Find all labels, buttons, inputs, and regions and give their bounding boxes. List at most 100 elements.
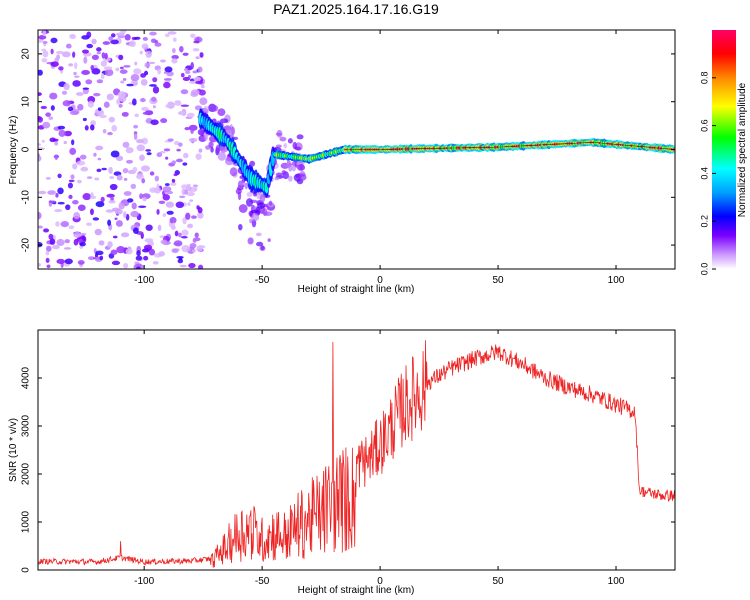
heatmap-cell (149, 171, 155, 176)
heatmap-cell (115, 155, 124, 162)
heatmap-cell (119, 69, 128, 74)
heatmap-cell (72, 163, 78, 170)
snr-y-label: SNR (10 * v/v) (8, 418, 19, 482)
heatmap-cell (186, 183, 191, 187)
heatmap-cell (123, 177, 128, 181)
heatmap-cell (100, 60, 107, 67)
heatmap-cell (74, 62, 78, 70)
snr-y-ticks: 0 1000 2000 3000 4000 (21, 366, 675, 573)
heatmap-cell (86, 31, 92, 38)
heatmap-cell (118, 104, 123, 108)
spectrogram-y-ticks: -20 -10 0 10 20 (21, 48, 675, 252)
heatmap-cell (121, 111, 129, 117)
heatmap-cell (79, 242, 86, 247)
y-tick-label: 4000 (21, 366, 32, 389)
heatmap-cell (57, 201, 65, 205)
heatmap-cell (143, 255, 149, 261)
heatmap-cell (55, 221, 60, 227)
heatmap-cell (55, 50, 65, 55)
heatmap-cell (133, 124, 139, 129)
heatmap-cell (107, 131, 113, 136)
x-tick-label: 100 (608, 576, 625, 587)
heatmap-cell (165, 156, 169, 160)
heatmap-cell (186, 112, 195, 118)
heatmap-cell (136, 144, 145, 152)
heatmap-cell (133, 132, 138, 141)
heatmap-cell (73, 231, 82, 238)
heatmap-cell (171, 178, 176, 183)
heatmap-cell (178, 257, 183, 261)
heatmap-cell (160, 59, 166, 63)
heatmap-cell (156, 152, 163, 158)
heatmap-cell (141, 137, 149, 145)
heatmap-cell (93, 152, 97, 157)
snr-series-line (38, 340, 675, 568)
heatmap-cell (122, 167, 129, 174)
heatmap-cell (49, 238, 56, 245)
heatmap-cell (195, 153, 202, 160)
heatmap-cell (127, 198, 134, 203)
heatmap-cell (158, 200, 166, 204)
heatmap-cell (85, 79, 93, 85)
heatmap-cell (259, 193, 266, 203)
heatmap-cell (199, 97, 208, 106)
heatmap-cell (288, 164, 293, 172)
heatmap-cell (100, 73, 105, 80)
heatmap-cell (93, 92, 101, 97)
spectrogram-x-label: Height of straight line (km) (298, 284, 415, 295)
heatmap-cell (250, 209, 260, 214)
heatmap-cell (192, 184, 198, 188)
heatmap-cell (42, 30, 47, 37)
heatmap-cell (179, 195, 186, 199)
heatmap-cell (123, 191, 132, 196)
heatmap-cell (163, 78, 172, 81)
heatmap-cell (80, 233, 87, 236)
heatmap-cell (173, 173, 178, 177)
heatmap-cell (237, 181, 246, 186)
heatmap-cell (164, 183, 170, 186)
heatmap-cell (179, 45, 184, 53)
y-tick-label: 1000 (21, 510, 32, 533)
heatmap-cell (189, 199, 194, 202)
heatmap-cell (58, 66, 64, 71)
heatmap-cell (108, 166, 113, 174)
heatmap-cell (82, 87, 90, 90)
heatmap-cell (173, 240, 183, 247)
heatmap-cell (180, 235, 188, 239)
heatmap-cell (61, 51, 71, 58)
heatmap-cell (195, 56, 200, 60)
heatmap-cell (97, 109, 105, 117)
heatmap-cell (71, 139, 75, 146)
heatmap-cell (135, 255, 143, 261)
heatmap-cell (162, 213, 167, 217)
heatmap-cell (45, 257, 50, 263)
heatmap-cell (97, 107, 102, 111)
heatmap-cell (81, 49, 90, 54)
heatmap-cell (46, 245, 52, 252)
heatmap-cell (122, 141, 130, 148)
snr-panel: -100 -50 0 50 100 0 1000 2000 3000 4000 Height o… (8, 329, 676, 596)
heatmap-cell (154, 42, 162, 47)
heatmap-cell (65, 204, 71, 211)
heatmap-cell (118, 202, 125, 210)
heatmap-cell (90, 192, 94, 198)
heatmap-cell (67, 182, 73, 189)
heatmap-cell (109, 176, 115, 180)
heatmap-cell (134, 261, 140, 265)
heatmap-cell (72, 51, 76, 58)
heatmap-cell (246, 192, 253, 197)
colorbar-tick-label: 0.6 (699, 119, 709, 132)
y-tick-label: 3000 (21, 414, 32, 437)
heatmap-cell (41, 139, 45, 143)
heatmap-cell (85, 222, 93, 227)
heatmap-cell (157, 68, 162, 75)
heatmap-cell (291, 165, 296, 172)
heatmap-cell (133, 82, 138, 85)
heatmap-cell (98, 240, 105, 246)
heatmap-cell (64, 239, 70, 244)
heatmap-cell (110, 150, 120, 158)
heatmap-cell (232, 136, 239, 141)
heatmap-cell (82, 193, 92, 201)
heatmap-cell (63, 130, 72, 137)
heatmap-cell (238, 223, 243, 231)
